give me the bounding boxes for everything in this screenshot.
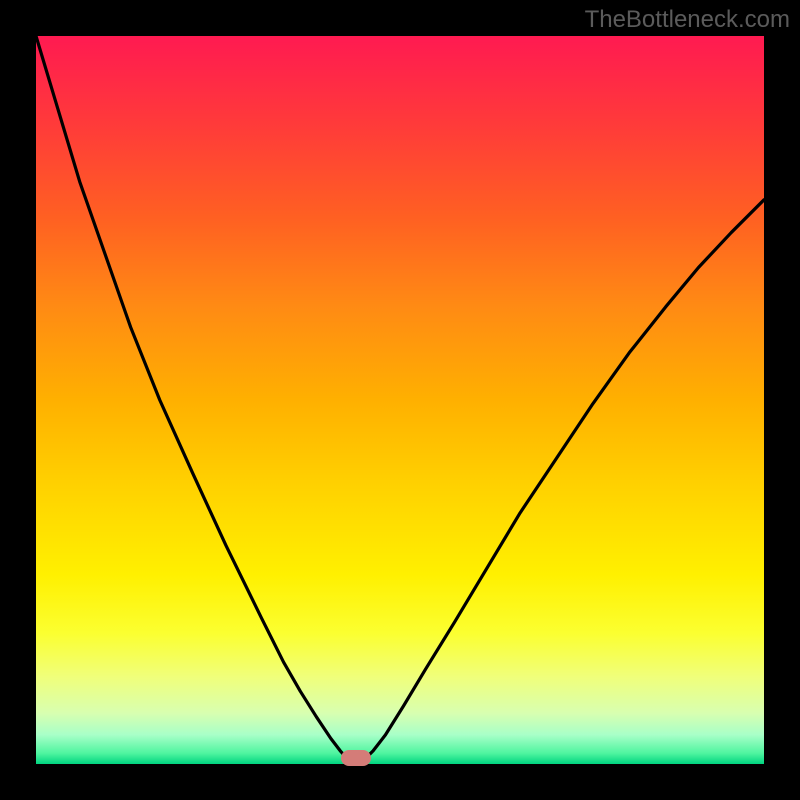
chart-container: TheBottleneck.com xyxy=(0,0,800,800)
min-point-marker xyxy=(341,750,371,766)
watermark-text: TheBottleneck.com xyxy=(585,6,790,34)
bottleneck-curve xyxy=(36,36,764,764)
plot-area xyxy=(36,36,764,764)
curve-path xyxy=(36,36,764,764)
